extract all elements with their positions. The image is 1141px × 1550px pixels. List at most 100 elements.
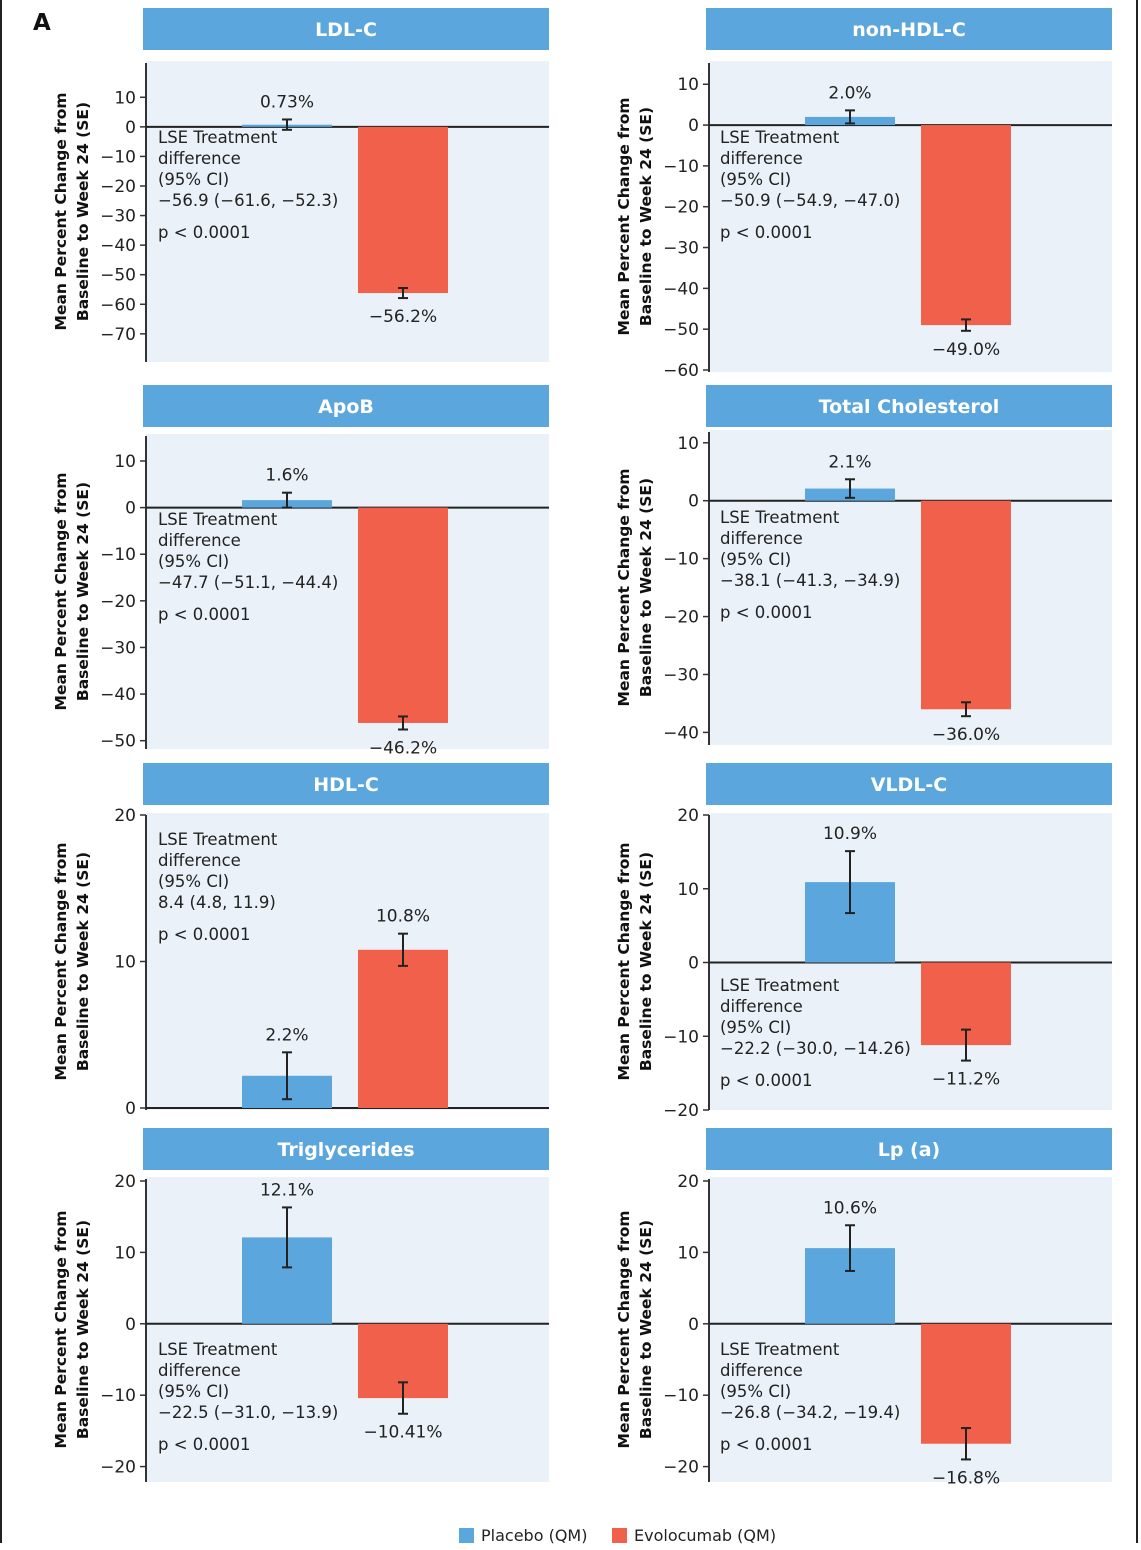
annotation-line: difference (158, 149, 241, 168)
y-tick-label: 20 (114, 806, 136, 826)
data-label: −16.8% (932, 1468, 1000, 1488)
annotation-line: difference (720, 149, 803, 168)
annotation-line: p < 0.0001 (720, 603, 813, 622)
y-tick-label: −10 (663, 550, 699, 570)
y-axis-label-line: Mean Percent Change from (615, 1211, 633, 1449)
annotation-line: p < 0.0001 (720, 1435, 813, 1454)
annotation-line: LSE Treatment (720, 1340, 840, 1359)
annotation-line: 8.4 (4.8, 11.9) (158, 893, 276, 912)
y-tick-label: −30 (663, 665, 699, 685)
y-axis-label-line: Baseline to Week 24 (SE) (74, 852, 92, 1071)
data-label: 12.1% (260, 1180, 314, 1200)
y-axis-label-line: Mean Percent Change from (615, 469, 633, 707)
y-axis-label-line: Baseline to Week 24 (SE) (637, 852, 655, 1071)
y-tick-label: −40 (100, 236, 136, 256)
annotation-line: difference (158, 1361, 241, 1380)
y-tick-label: −10 (100, 545, 136, 565)
y-tick-label: −50 (663, 320, 699, 340)
annotation-line: LSE Treatment (720, 976, 840, 995)
y-tick-label: 10 (114, 953, 136, 973)
chart-panel: Total Cholesterol 10 0 −10 −20 −30 −40 Mean Per… (615, 385, 1112, 745)
y-tick-label: −10 (663, 1027, 699, 1047)
y-tick-label: 20 (677, 806, 699, 826)
y-axis-label-line: Baseline to Week 24 (SE) (637, 107, 655, 326)
plot-background (146, 434, 549, 749)
y-axis-label-line: Baseline to Week 24 (SE) (74, 482, 92, 701)
y-tick-label: 20 (677, 1172, 699, 1192)
chart-header (706, 8, 1112, 50)
y-tick-label: 0 (688, 116, 699, 136)
chart-panel: LDL-C 10 0 −10 −20 −30 −40 −50 −60 −70 Mean Percen… (52, 8, 549, 362)
legend-swatch-evolocumab (612, 1528, 627, 1543)
chart-panel: ApoB 10 0 −10 −20 −30 −40 −50 Mean Percent Chang… (52, 385, 549, 758)
y-tick-label: 10 (677, 880, 699, 900)
y-axis-label: Mean Percent Change from Baseline to Week… (615, 469, 655, 707)
bar-evolocumab (358, 507, 448, 723)
y-axis-label-line: Baseline to Week 24 (SE) (74, 1220, 92, 1439)
data-label: 10.6% (823, 1198, 877, 1218)
chart-title: Lp (a) (878, 1139, 941, 1161)
y-axis-label-line: Mean Percent Change from (52, 1211, 70, 1449)
chart-title: Triglycerides (277, 1139, 414, 1161)
chart-panel: HDL-C 20 10 0 Mean Percent Change from Baseli… (52, 763, 549, 1119)
annotation-line: difference (158, 851, 241, 870)
annotation-line: −38.1 (−41.3, −34.9) (720, 571, 900, 590)
y-tick-label: −50 (100, 266, 136, 286)
y-axis-label-line: Mean Percent Change from (52, 473, 70, 711)
data-label: 0.73% (260, 92, 314, 112)
y-tick-label: −30 (663, 239, 699, 259)
legend-label-placebo: Placebo (QM) (481, 1526, 588, 1545)
plot-background (146, 61, 549, 362)
annotation-line: −56.9 (−61.6, −52.3) (158, 191, 338, 210)
y-axis-label: Mean Percent Change from Baseline to Week… (52, 473, 92, 711)
panel-letter: A (33, 10, 51, 36)
y-tick-label: 0 (125, 499, 136, 519)
y-tick-label: −20 (100, 177, 136, 197)
annotation-line: (95% CI) (158, 552, 229, 571)
y-tick-label: 10 (114, 1243, 136, 1263)
annotation-line: p < 0.0001 (158, 605, 251, 624)
y-axis-label-line: Baseline to Week 24 (SE) (637, 1220, 655, 1439)
y-tick-label: −40 (100, 685, 136, 705)
y-axis-label-line: Mean Percent Change from (52, 843, 70, 1081)
y-tick-label: 10 (677, 1243, 699, 1263)
y-tick-label: 0 (125, 118, 136, 138)
annotation-line: −26.8 (−34.2, −19.4) (720, 1403, 900, 1422)
y-tick-label: 0 (125, 1099, 136, 1119)
chart-title: non-HDL-C (852, 19, 966, 41)
plot-background (146, 1177, 549, 1482)
y-axis-label: Mean Percent Change from Baseline to Week… (52, 1211, 92, 1449)
bar-evolocumab (358, 126, 448, 294)
y-tick-label: −10 (100, 147, 136, 167)
chart-header (143, 385, 549, 427)
y-axis-label: Mean Percent Change from Baseline to Week… (615, 843, 655, 1081)
y-tick-label: 10 (677, 75, 699, 95)
y-tick-label: 20 (114, 1172, 136, 1192)
chart-header (143, 1128, 549, 1170)
annotation-line: LSE Treatment (158, 830, 278, 849)
chart-header (706, 1128, 1112, 1170)
annotation-line: p < 0.0001 (158, 223, 251, 242)
legend: Placebo (QM) Evolocumab (QM) (0, 1526, 1141, 1550)
chart-header (706, 763, 1112, 805)
data-label: −46.2% (369, 738, 437, 758)
y-axis-label: Mean Percent Change from Baseline to Week… (52, 93, 92, 331)
legend-item-placebo: Placebo (QM) (459, 1526, 587, 1545)
annotation-line: difference (158, 531, 241, 550)
data-label: 1.6% (265, 466, 308, 486)
annotation-line: LSE Treatment (720, 508, 840, 527)
data-label: 2.1% (828, 452, 871, 472)
chart-panel: Triglycerides 20 10 0 −10 −20 Mean Percent Cha… (52, 1128, 549, 1482)
chart-header (143, 8, 549, 50)
y-tick-label: −20 (663, 1458, 699, 1478)
y-tick-label: −60 (100, 295, 136, 315)
y-axis-label: Mean Percent Change from Baseline to Week… (615, 1211, 655, 1449)
y-tick-label: 10 (677, 434, 699, 454)
y-tick-label: 0 (688, 492, 699, 512)
chart-panel: VLDL-C 20 10 0 −10 −20 Mean Percent Change fro… (615, 763, 1112, 1121)
data-label: 10.9% (823, 824, 877, 844)
chart-title: HDL-C (313, 774, 379, 796)
chart-title: VLDL-C (871, 774, 948, 796)
